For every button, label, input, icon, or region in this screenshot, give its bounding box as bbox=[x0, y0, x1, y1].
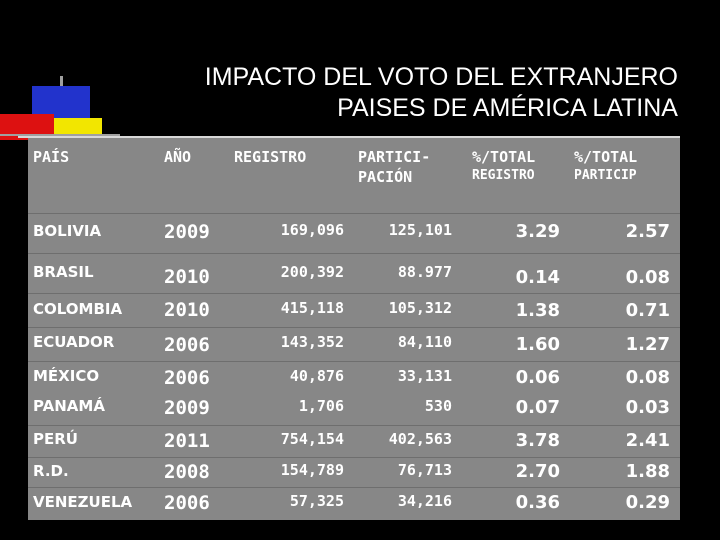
cell-pct-registro: 0.06 bbox=[515, 367, 560, 388]
slide-title: IMPACTO DEL VOTO DEL EXTRANJERO PAISES D… bbox=[205, 62, 678, 124]
table-row: BRASIL 2010 200,392 88.977 0.14 0.08 bbox=[28, 253, 680, 294]
header-pct-registro-2: REGISTRO bbox=[472, 168, 535, 183]
cell-pct-registro: 3.78 bbox=[515, 430, 560, 451]
cell-participacion: 33,131 bbox=[397, 367, 452, 385]
cell-pct-registro: 1.60 bbox=[515, 334, 560, 355]
table-row: PERÚ 2011 754,154 402,563 3.78 2.41 bbox=[28, 425, 680, 458]
cell-country: ECUADOR bbox=[33, 333, 115, 351]
table-row: PANAMÁ 2009 1,706 530 0.07 0.03 bbox=[28, 393, 680, 425]
header-country: PAÍS bbox=[33, 148, 70, 166]
cell-registro: 169,096 bbox=[280, 221, 344, 239]
cell-pct-particip: 0.08 bbox=[625, 367, 670, 388]
table-row: R.D. 2008 154,789 76,713 2.70 1.88 bbox=[28, 457, 680, 488]
cell-year: 2011 bbox=[164, 430, 210, 452]
cell-year: 2006 bbox=[164, 367, 210, 389]
cell-pct-particip: 1.88 bbox=[625, 461, 670, 482]
cell-pct-registro: 1.38 bbox=[515, 300, 560, 321]
header-year: AÑO bbox=[164, 148, 192, 166]
cell-participacion: 402,563 bbox=[388, 430, 452, 448]
cell-year: 2009 bbox=[164, 221, 210, 243]
cell-pct-particip: 0.29 bbox=[625, 492, 670, 513]
cell-pct-registro: 2.70 bbox=[515, 461, 560, 482]
cell-country: BOLIVIA bbox=[33, 222, 102, 240]
cell-registro: 1,706 bbox=[298, 397, 344, 415]
cell-pct-particip: 2.57 bbox=[625, 221, 670, 242]
table-row: MÉXICO 2006 40,876 33,131 0.06 0.08 bbox=[28, 361, 680, 394]
cell-participacion: 84,110 bbox=[397, 333, 452, 351]
cell-pct-particip: 0.71 bbox=[625, 300, 670, 321]
table-row: COLOMBIA 2010 415,118 105,312 1.38 0.71 bbox=[28, 293, 680, 328]
cell-participacion: 530 bbox=[424, 397, 452, 415]
cell-participacion: 34,216 bbox=[397, 492, 452, 510]
cell-country: PERÚ bbox=[33, 430, 78, 448]
cell-pct-particip: 0.03 bbox=[625, 397, 670, 418]
cell-pct-particip: 1.27 bbox=[625, 334, 670, 355]
cell-year: 2010 bbox=[164, 299, 210, 321]
logo-horizontal-line bbox=[0, 134, 120, 136]
header-participacion-2: PACIÓN bbox=[358, 168, 413, 186]
table-header-row: PAÍS AÑO REGISTRO PARTICI- PACIÓN %/TOTA… bbox=[28, 138, 680, 213]
header-pct-registro-1: %/TOTAL bbox=[472, 148, 536, 166]
cell-pct-registro: 3.29 bbox=[515, 221, 560, 242]
cell-registro: 415,118 bbox=[280, 299, 344, 317]
table-row: BOLIVIA 2009 169,096 125,101 3.29 2.57 bbox=[28, 213, 680, 254]
header-registro: REGISTRO bbox=[234, 148, 307, 166]
voting-table: PAÍS AÑO REGISTRO PARTICI- PACIÓN %/TOTA… bbox=[28, 138, 680, 520]
cell-year: 2006 bbox=[164, 492, 210, 514]
cell-registro: 154,789 bbox=[280, 461, 344, 479]
cell-pct-registro: 0.36 bbox=[515, 492, 560, 513]
header-pct-particip-1: %/TOTAL bbox=[574, 148, 638, 166]
cell-participacion: 88.977 bbox=[397, 263, 452, 281]
title-divider bbox=[18, 136, 680, 138]
cell-country: R.D. bbox=[33, 462, 69, 480]
cell-country: PANAMÁ bbox=[33, 397, 105, 415]
cell-year: 2008 bbox=[164, 461, 210, 483]
cell-pct-registro: 0.14 bbox=[515, 267, 560, 288]
cell-participacion: 76,713 bbox=[397, 461, 452, 479]
cell-country: BRASIL bbox=[33, 263, 94, 281]
cell-country: COLOMBIA bbox=[33, 300, 123, 318]
table-row: ECUADOR 2006 143,352 84,110 1.60 1.27 bbox=[28, 327, 680, 362]
cell-registro: 754,154 bbox=[280, 430, 344, 448]
title-line-1: IMPACTO DEL VOTO DEL EXTRANJERO bbox=[204, 63, 678, 91]
cell-participacion: 105,312 bbox=[388, 299, 452, 317]
cell-registro: 200,392 bbox=[280, 263, 344, 281]
cell-year: 2010 bbox=[164, 266, 210, 288]
header-participacion-1: PARTICI- bbox=[358, 148, 431, 166]
cell-registro: 40,876 bbox=[289, 367, 344, 385]
cell-registro: 143,352 bbox=[280, 333, 344, 351]
cell-pct-particip: 0.08 bbox=[625, 267, 670, 288]
cell-year: 2006 bbox=[164, 334, 210, 356]
cell-registro: 57,325 bbox=[289, 492, 344, 510]
header-pct-particip-2: PARTICIP bbox=[574, 168, 637, 183]
cell-pct-registro: 0.07 bbox=[515, 397, 560, 418]
cell-pct-particip: 2.41 bbox=[625, 430, 670, 451]
cell-country: MÉXICO bbox=[33, 367, 100, 385]
cell-year: 2009 bbox=[164, 397, 210, 419]
table-row: VENEZUELA 2006 57,325 34,216 0.36 0.29 bbox=[28, 487, 680, 521]
cell-country: VENEZUELA bbox=[33, 493, 133, 511]
title-line-2: PAISES DE AMÉRICA LATINA bbox=[337, 94, 678, 122]
cell-participacion: 125,101 bbox=[388, 221, 452, 239]
